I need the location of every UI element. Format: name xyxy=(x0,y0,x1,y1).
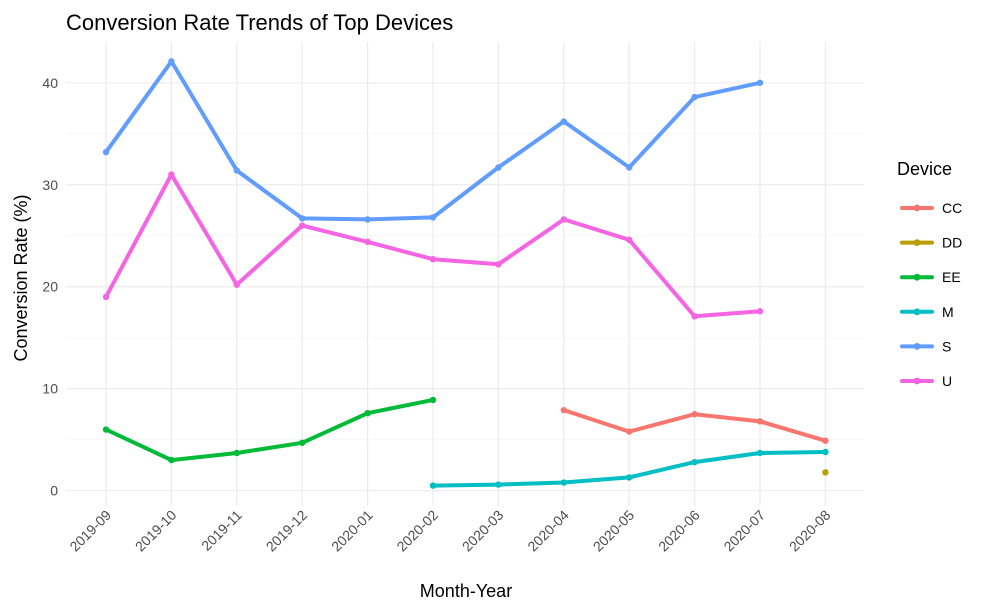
legend-label-u: U xyxy=(942,373,952,389)
data-point-ee xyxy=(168,456,175,464)
data-point-u xyxy=(495,261,502,268)
y-axis-ticks: 0 10 20 30 40 xyxy=(42,75,58,499)
data-point-u xyxy=(626,236,633,244)
data-point-s xyxy=(691,93,698,101)
legend-key-point-dd xyxy=(913,239,921,247)
data-point-m xyxy=(756,449,764,457)
data-point-u xyxy=(560,216,567,223)
data-point-s xyxy=(364,216,371,223)
x-tick-label: 2020-02 xyxy=(393,507,441,555)
data-point-m xyxy=(691,458,698,466)
data-point-s xyxy=(299,215,306,222)
y-axis-title: Conversion Rate (%) xyxy=(11,194,31,361)
data-point-cc xyxy=(822,437,829,444)
data-point-ee xyxy=(429,396,437,404)
data-point-u xyxy=(756,308,764,315)
data-point-ee xyxy=(299,439,306,446)
data-point-s xyxy=(626,164,633,171)
y-tick-label: 30 xyxy=(42,177,58,193)
data-point-u xyxy=(364,238,371,246)
x-axis-title: Month-Year xyxy=(420,581,512,601)
data-point-s xyxy=(102,148,110,156)
x-tick-label: 2019-09 xyxy=(66,507,114,555)
data-point-ee xyxy=(233,449,240,457)
data-point-s xyxy=(168,58,175,65)
x-tick-label: 2020-05 xyxy=(590,507,638,555)
data-point-u xyxy=(299,222,306,229)
legend-label-ee: EE xyxy=(942,269,961,285)
data-point-u xyxy=(102,293,110,301)
legend-key-point-s xyxy=(913,343,921,350)
x-tick-label: 2020-06 xyxy=(655,507,703,555)
x-tick-label: 2020-03 xyxy=(459,507,507,555)
x-tick-label: 2020-07 xyxy=(720,507,768,555)
x-tick-label: 2019-12 xyxy=(263,507,311,555)
data-point-cc xyxy=(756,418,764,425)
y-tick-label: 10 xyxy=(42,381,58,397)
data-point-u xyxy=(691,313,698,320)
data-point-m xyxy=(626,474,633,481)
data-point-m xyxy=(822,448,829,456)
x-tick-label: 2020-08 xyxy=(786,507,834,555)
y-tick-label: 0 xyxy=(50,483,58,499)
legend-label-dd: DD xyxy=(942,235,962,251)
series-lines xyxy=(104,59,828,488)
data-point-ee xyxy=(364,410,371,417)
chart-title: Conversion Rate Trends of Top Devices xyxy=(66,10,453,35)
legend: Device CC DD EE M S U xyxy=(897,159,962,389)
legend-key-point-ee xyxy=(913,273,921,281)
y-tick-label: 20 xyxy=(42,279,58,295)
data-point-s xyxy=(560,118,567,125)
series-points xyxy=(102,58,829,489)
data-point-cc xyxy=(560,406,567,414)
x-tick-label: 2020-04 xyxy=(524,507,572,555)
data-point-s xyxy=(495,164,502,171)
data-point-u xyxy=(168,171,175,178)
legend-label-s: S xyxy=(942,338,951,354)
data-point-ee xyxy=(102,426,110,433)
data-point-u xyxy=(429,256,437,263)
data-point-u xyxy=(233,281,240,288)
legend-key-point-u xyxy=(913,377,921,385)
legend-label-cc: CC xyxy=(942,200,962,216)
data-point-s xyxy=(756,79,764,86)
grid xyxy=(66,42,864,506)
legend-key-point-m xyxy=(913,308,921,316)
x-tick-label: 2019-11 xyxy=(198,507,245,554)
series-line-ee xyxy=(104,397,435,463)
legend-label-m: M xyxy=(942,304,954,320)
legend-key-point-cc xyxy=(913,204,921,212)
data-point-dd xyxy=(822,469,829,476)
data-point-m xyxy=(429,482,437,489)
x-axis-ticks: 2019-09 2019-10 2019-11 2019-12 2020-01 2020-… xyxy=(66,507,833,555)
legend-title: Device xyxy=(897,159,952,179)
data-point-m xyxy=(560,479,567,486)
data-point-cc xyxy=(626,428,633,435)
data-point-cc xyxy=(691,411,698,418)
data-point-m xyxy=(495,481,502,488)
data-point-s xyxy=(429,214,437,221)
x-tick-label: 2020-01 xyxy=(328,507,376,555)
x-tick-label: 2019-10 xyxy=(132,507,180,555)
data-point-s xyxy=(233,167,240,174)
y-tick-label: 40 xyxy=(42,75,58,91)
